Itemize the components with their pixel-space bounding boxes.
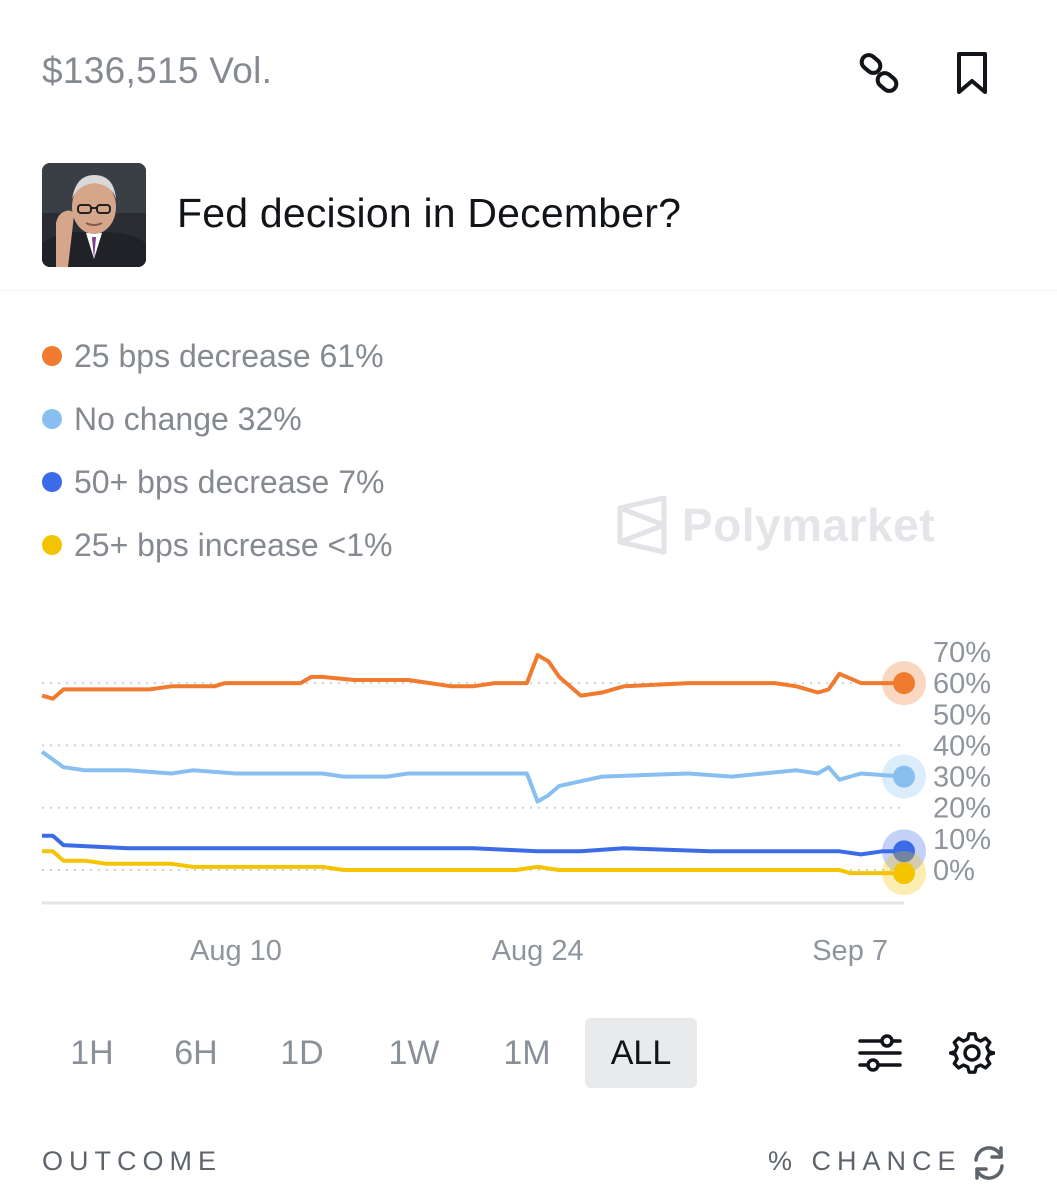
time-range-1d[interactable]: 1D — [280, 1033, 324, 1072]
legend-item-50bps-decrease: 50+ bps decrease 7% — [42, 462, 392, 502]
polymarket-logo-icon — [617, 495, 667, 555]
legend-dot-icon — [42, 472, 62, 492]
refresh-button[interactable] — [968, 1142, 1010, 1184]
refresh-icon — [974, 1146, 1004, 1180]
legend-dot-icon — [42, 346, 62, 366]
y-tick-label: 40% — [933, 730, 991, 762]
y-tick-label: 0% — [933, 855, 975, 887]
x-tick-label: Aug 10 — [190, 935, 282, 967]
time-range-1m[interactable]: 1M — [503, 1033, 551, 1072]
legend-item-25bps-decrease: 25 bps decrease 61% — [42, 336, 392, 376]
series-endpoint-dot — [893, 862, 915, 885]
gear-icon — [949, 1032, 995, 1074]
x-tick-label: Sep 7 — [812, 935, 888, 967]
polymarket-watermark: Polymarket — [616, 494, 935, 556]
chart-settings-button[interactable] — [944, 1025, 1000, 1081]
price-chart[interactable]: 70%60%50%40%30%20%10%0% Aug 10 Aug 24 Sep … — [0, 620, 1057, 970]
chance-column-header: % CHANCE — [768, 1146, 962, 1176]
legend-item-no-change: No change 32% — [42, 399, 392, 439]
legend-label: 25+ bps increase <1% — [74, 526, 393, 563]
copy-link-button[interactable] — [851, 45, 907, 101]
watermark-text: Polymarket — [682, 499, 936, 551]
chart-filter-button[interactable] — [852, 1025, 908, 1081]
bookmark-button[interactable] — [944, 45, 1000, 101]
y-tick-label: 70% — [933, 637, 991, 669]
volume-label: $136,515 Vol. — [42, 50, 273, 91]
outcome-column-header: OUTCOME — [42, 1146, 222, 1176]
y-tick-label: 10% — [933, 824, 991, 856]
market-avatar — [42, 163, 146, 267]
time-range-1h[interactable]: 1H — [70, 1033, 114, 1072]
time-range-1w[interactable]: 1W — [388, 1033, 440, 1072]
series-line-no-change — [40, 750, 905, 804]
bookmark-icon — [957, 52, 987, 94]
chart-legend: 25 bps decrease 61% No change 32% 50+ bp… — [42, 336, 392, 565]
x-tick-label: Aug 24 — [492, 935, 584, 967]
legend-item-25bps-increase: 25+ bps increase <1% — [42, 525, 392, 565]
y-tick-label: 60% — [933, 668, 991, 700]
legend-dot-icon — [42, 535, 62, 555]
link-icon — [859, 53, 899, 93]
market-title: Fed decision in December? — [177, 190, 682, 236]
legend-dot-icon — [42, 409, 62, 429]
legend-label: No change 32% — [74, 400, 302, 437]
time-range-6h[interactable]: 6H — [174, 1033, 218, 1072]
y-tick-label: 20% — [933, 793, 991, 825]
series-line-50-bps-decrease — [42, 833, 904, 857]
legend-label: 50+ bps decrease 7% — [74, 463, 385, 500]
y-tick-label: 50% — [933, 699, 991, 731]
divider — [0, 290, 1057, 291]
series-line-25-bps-decrease — [41, 653, 904, 701]
series-line-25-bps-increase — [42, 849, 904, 876]
legend-label: 25 bps decrease 61% — [74, 337, 384, 374]
series-endpoint-dot — [893, 672, 915, 695]
series-endpoint-dot — [893, 765, 915, 788]
time-range-all[interactable]: ALL — [585, 1018, 697, 1088]
y-tick-label: 30% — [933, 762, 991, 794]
series-endpoint-dot — [893, 840, 915, 863]
sliders-icon — [858, 1034, 902, 1072]
